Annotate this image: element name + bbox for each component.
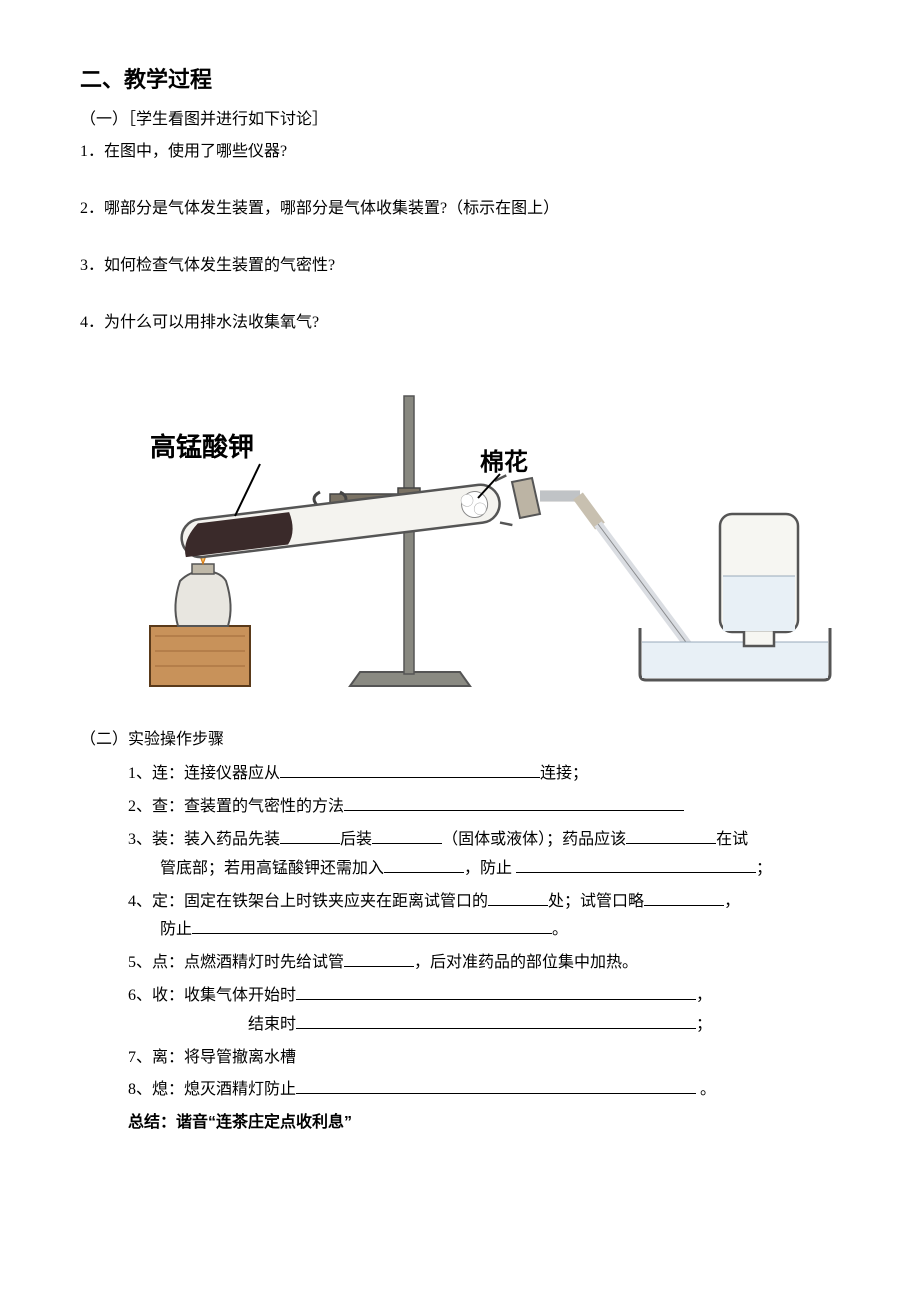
step-7: 7、离：将导管撤离水槽 [128, 1044, 840, 1073]
step-1: 1、连：连接仪器应从连接； [128, 760, 840, 789]
step-3-blank3 [626, 827, 716, 844]
step-5: 5、点：点燃酒精灯时先给试管，后对准药品的部位集中加热。 [128, 949, 840, 978]
step-7-num: 7 [128, 1049, 136, 1066]
diagram-label-cotton: 棉花 [480, 449, 528, 476]
step-4-line2: 防止 。 [128, 916, 840, 945]
step-6-label: 收 [152, 987, 168, 1004]
step-3-l2a: 管底部；若用高锰酸钾还需加入 [160, 860, 384, 877]
step-3-l2-blank1 [384, 856, 464, 873]
step-6-a: ：收集气体开始时 [168, 987, 296, 1004]
step-1-a: ：连接仪器应从 [168, 765, 280, 782]
question-4: 4．为什么可以用排水法收集氧气? [80, 309, 840, 338]
step-3-a: ：装入药品先装 [168, 831, 280, 848]
step-4-blank2 [644, 889, 724, 906]
step-3-l2b: ，防止 [464, 860, 516, 877]
question-2: 2．哪部分是气体发生装置，哪部分是气体收集装置?（标示在图上） [80, 195, 840, 224]
step-6-line2: 结束时 ； [128, 1011, 840, 1040]
step-1-label: 连 [152, 765, 168, 782]
step-3-label: 装 [152, 831, 168, 848]
step-8-b: 。 [696, 1081, 716, 1098]
step-4-c: ， [724, 893, 740, 910]
summary-label: 总结：谐音 [128, 1114, 208, 1131]
step-3-d: 在试 [716, 831, 748, 848]
step-1-blank1 [280, 761, 540, 778]
step-5-blank1 [344, 950, 414, 967]
step-4-blank1 [488, 889, 548, 906]
step-1-b: 连接； [540, 765, 588, 782]
step-8-blank1 [296, 1077, 696, 1094]
section2-title: （二）实验操作步骤 [80, 726, 840, 755]
step-2-num: 2 [128, 798, 136, 815]
summary-line: 总结：谐音“连茶庄定点收利息” [128, 1109, 840, 1138]
step-3-blank2 [372, 827, 442, 844]
step-4-l2a: 防止 [160, 921, 192, 938]
question-3: 3．如何检查气体发生装置的气密性? [80, 252, 840, 281]
step-8: 8、熄：熄灭酒精灯防止 。 [128, 1076, 840, 1105]
step-4-a: ：固定在铁架台上时铁夹应夹在距离试管口的 [168, 893, 488, 910]
step-4: 4、定：固定在铁架台上时铁夹应夹在距离试管口的处；试管口略， 防止。 [128, 888, 840, 946]
step-3-blank1 [280, 827, 340, 844]
step-3: 3、装：装入药品先装后装（固体或液体）；药品应该在试 管底部；若用高锰酸钾还需加… [128, 826, 840, 884]
step-2-a: ：查装置的气密性的方法 [168, 798, 344, 815]
step-7-a: ：将导管撤离水槽 [168, 1049, 296, 1066]
diagram-label-kmno4: 高锰酸钾 [150, 432, 254, 462]
step-6-l2c: ； [696, 1016, 712, 1033]
step-6: 6、收：收集气体开始时， 结束时； [128, 982, 840, 1040]
apparatus-diagram: 高锰酸钾 棉花 [80, 366, 840, 706]
step-6-l2a: 结束时 [248, 1016, 296, 1033]
steps-list: 1、连：连接仪器应从连接； 2、查：查装置的气密性的方法 3、装：装入药品先装后… [80, 760, 840, 1138]
step-3-c: （固体或液体）；药品应该 [442, 831, 626, 848]
step-2-label: 查 [152, 798, 168, 815]
step-5-b: ，后对准药品的部位集中加热。 [414, 954, 638, 971]
step-8-label: 熄 [152, 1081, 168, 1098]
step-3-l2c: ； [756, 860, 772, 877]
summary-quote: “连茶庄定点收利息” [208, 1114, 352, 1131]
step-2-blank1 [344, 794, 684, 811]
step-3-line2: 管底部；若用高锰酸钾还需加入 ，防止 ； [128, 855, 840, 884]
step-8-a: ：熄灭酒精灯防止 [168, 1081, 296, 1098]
question-1: 1．在图中，使用了哪些仪器? [80, 138, 840, 167]
main-heading: 二、教学过程 [80, 60, 840, 100]
step-3-num: 3 [128, 831, 136, 848]
step-6-num: 6 [128, 987, 136, 1004]
step-7-label: 离 [152, 1049, 168, 1066]
step-5-a: ：点燃酒精灯时先给试管 [168, 954, 344, 971]
step-6-b: ， [696, 987, 712, 1004]
step-4-b: 处；试管口略 [548, 893, 644, 910]
step-4-l2c: 。 [552, 921, 568, 938]
step-3-b: 后装 [340, 831, 372, 848]
step-6-blank1 [296, 983, 696, 1000]
step-1-num: 1 [128, 765, 136, 782]
step-6-l2-blank1 [296, 1012, 696, 1029]
step-5-num: 5 [128, 954, 136, 971]
step-3-l2-blank2 [516, 856, 756, 873]
step-2: 2、查：查装置的气密性的方法 [128, 793, 840, 822]
step-8-num: 8 [128, 1081, 136, 1098]
step-4-num: 4 [128, 893, 136, 910]
section1-title: （一）［学生看图并进行如下讨论］ [80, 106, 840, 135]
step-4-label: 定 [152, 893, 168, 910]
step-5-label: 点 [152, 954, 168, 971]
step-4-l2-blank1 [192, 917, 552, 934]
